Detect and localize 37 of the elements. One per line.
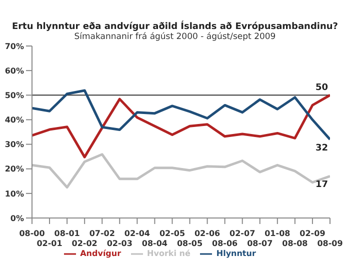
y-tick-label: 10% — [4, 189, 24, 198]
x-tick-label: 02-09 — [300, 229, 326, 238]
chart-title: Ertu hlynntur eða andvígur aðild Íslands að Evrópusambandinu? — [10, 22, 340, 32]
legend-label: Andvígur — [80, 249, 122, 258]
x-tick-label: 02-06 — [194, 229, 221, 238]
x-tick-label: 02-03 — [106, 239, 132, 248]
legend-label: Hvorki né — [147, 249, 190, 258]
x-tick-label: 08-00 — [19, 229, 46, 238]
x-tick-label: 01-08 — [264, 229, 291, 238]
x-tick-label: 02-04 — [124, 229, 150, 238]
y-tick-label: 0% — [10, 214, 24, 223]
x-tick-label: 02-01 — [36, 239, 63, 248]
y-tick-label: 20% — [4, 164, 24, 174]
y-tick-label: 40% — [4, 116, 24, 125]
x-tick-label: 08-05 — [176, 239, 203, 248]
x-tick-label: 08-07 — [247, 239, 273, 248]
x-tick-label: 08-01 — [54, 229, 80, 238]
data-label: 17 — [315, 180, 328, 190]
legend-label: Hlynntur — [216, 249, 256, 258]
data-label: 32 — [315, 143, 328, 154]
line-series — [32, 153, 330, 189]
x-tick-label: 08-08 — [282, 239, 308, 248]
y-tick-label: 60% — [4, 66, 24, 76]
y-tick-label: 30% — [4, 140, 24, 150]
x-tick-label: 08-04 — [142, 239, 168, 248]
x-tick-label: 08-06 — [212, 239, 238, 248]
data-label: 50 — [315, 83, 328, 94]
y-tick-label: 50% — [4, 90, 24, 100]
x-tick-label: 07-02 — [89, 229, 115, 238]
chart-subtitle: Símakannanir frá ágúst 2000 - ágúst/sept 2009 — [73, 32, 277, 42]
line-series — [32, 89, 330, 141]
x-tick-label: 02-07 — [230, 229, 256, 238]
line-series — [32, 94, 330, 158]
x-tick-label: 08-09 — [317, 239, 344, 248]
y-tick-label: 70% — [4, 42, 24, 51]
x-tick-label: 02-02 — [72, 239, 98, 248]
x-tick-label: 02-05 — [159, 229, 186, 238]
